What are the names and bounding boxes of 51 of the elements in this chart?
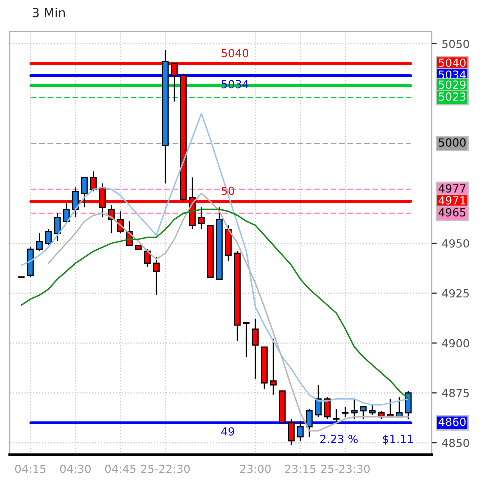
ref-line-label: 5040 xyxy=(439,58,466,68)
candlestick xyxy=(63,202,70,224)
ref-line-label: 4977 xyxy=(438,184,466,193)
candlestick xyxy=(306,408,313,438)
x-tick-label: 04:45 xyxy=(105,464,136,474)
candlestick xyxy=(144,248,151,268)
annotation: $1.11 xyxy=(383,434,414,445)
x-tick-label: 23:15 xyxy=(285,464,316,474)
candlestick xyxy=(270,338,277,396)
x-tick-label: 04:30 xyxy=(60,464,91,474)
y-tick-label: 4900 xyxy=(442,339,470,348)
candlestick xyxy=(36,232,43,252)
x-tick-label: 04:15 xyxy=(15,464,46,474)
candlestick xyxy=(332,408,341,424)
candlestick xyxy=(90,170,97,192)
candlestick xyxy=(252,318,259,380)
y-tick-label: 4850 xyxy=(442,439,470,448)
candlestick xyxy=(288,418,295,446)
y-tick-label: 5050 xyxy=(442,40,470,48)
ref-line-label: 4860 xyxy=(438,418,466,426)
candlestick xyxy=(315,384,322,418)
annotation: 5040 xyxy=(222,49,249,58)
annotation: 2.23 % xyxy=(320,435,358,444)
y-tick-label: 4925 xyxy=(442,289,470,298)
ref-line-label: 5029 xyxy=(439,80,466,90)
annotation: 49 xyxy=(222,427,234,436)
x-tick-label: 25-23:30 xyxy=(321,464,370,474)
chart-title: 3 Min xyxy=(32,8,66,18)
y-tick-label: 4950 xyxy=(442,239,470,248)
x-tick-label: 25-22:30 xyxy=(141,464,190,474)
candlestick xyxy=(81,176,88,208)
x-tick-label: 23:00 xyxy=(240,464,271,474)
candlestick xyxy=(369,404,376,416)
ref-line-label: 5000 xyxy=(439,138,466,147)
candlestick xyxy=(405,390,412,420)
candlestick xyxy=(297,420,304,442)
annotation: 50 xyxy=(222,186,234,196)
candlestick xyxy=(153,256,160,296)
candlestick xyxy=(242,322,251,358)
ref-line-label: 4971 xyxy=(438,196,466,205)
candlestick xyxy=(342,406,350,418)
candlestick xyxy=(198,206,205,230)
candlestick xyxy=(72,186,79,218)
candlestick xyxy=(324,396,331,420)
y-tick-label: 4875 xyxy=(442,389,470,398)
candlestick xyxy=(54,212,61,242)
ref-line-label: 4965 xyxy=(438,208,466,217)
candlestick xyxy=(360,406,367,420)
candlestick xyxy=(45,228,52,246)
candlestick xyxy=(351,398,358,420)
ref-line-label: 5023 xyxy=(439,92,466,102)
